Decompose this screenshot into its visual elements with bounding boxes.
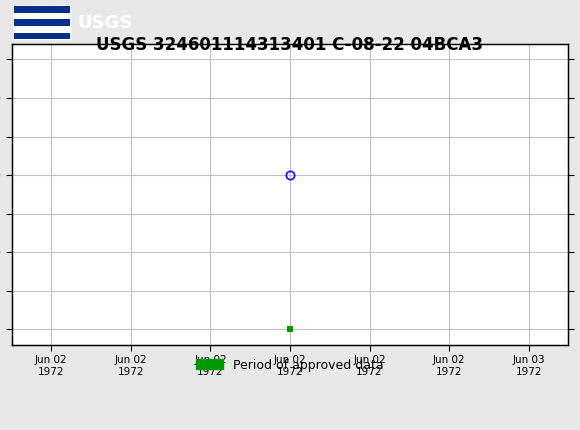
Bar xyxy=(14,6,70,13)
Text: USGS: USGS xyxy=(77,14,133,32)
Legend: Period of approved data: Period of approved data xyxy=(191,353,389,377)
Bar xyxy=(14,13,70,19)
Bar xyxy=(14,26,70,33)
Bar xyxy=(14,19,70,26)
Bar xyxy=(14,6,70,40)
Text: USGS 324601114313401 C-08-22 04BCA3: USGS 324601114313401 C-08-22 04BCA3 xyxy=(96,36,484,54)
Bar xyxy=(14,33,70,40)
